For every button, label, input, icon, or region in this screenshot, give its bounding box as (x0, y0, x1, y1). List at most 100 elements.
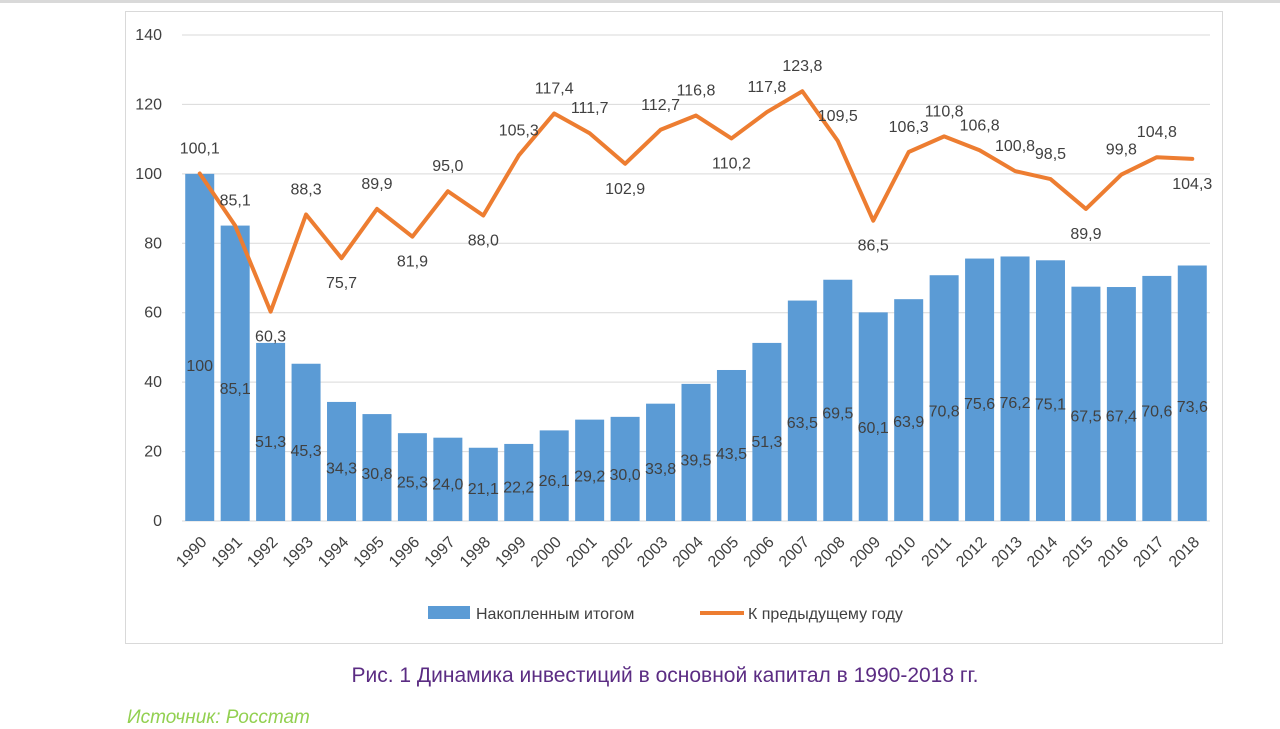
line-point (871, 219, 875, 223)
bar (787, 300, 817, 521)
figure-caption: Рис. 1 Динамика инвестиций в основной ка… (351, 664, 979, 687)
line-data-label: 86,5 (858, 238, 889, 255)
bar (1071, 286, 1101, 521)
line-data-label: 117,4 (535, 80, 574, 97)
x-tick-label: 1992 (244, 534, 281, 571)
bar-data-label: 51,3 (255, 434, 286, 451)
line-point (1048, 177, 1052, 181)
x-tick-label: 2012 (953, 534, 990, 571)
bar-data-label: 26,1 (539, 473, 570, 490)
bar-data-label: 51,3 (751, 434, 782, 451)
bar-data-label: 100 (186, 358, 213, 375)
line-point (907, 150, 911, 154)
line-point (765, 110, 769, 114)
x-tick-label: 1993 (280, 534, 317, 571)
line-data-label: 89,9 (1070, 226, 1101, 243)
bar-data-label: 25,3 (397, 474, 428, 491)
line-point (836, 139, 840, 143)
line-data-label: 105,3 (499, 122, 539, 139)
bar (716, 369, 746, 521)
bar-data-label: 43,5 (716, 446, 747, 463)
bar (433, 437, 463, 521)
bar-data-label: 85,1 (220, 381, 251, 398)
x-tick-label: 2003 (634, 534, 671, 571)
bar (397, 433, 427, 521)
y-tick-label: 100 (135, 166, 162, 183)
line-data-label: 110,2 (712, 155, 751, 172)
line-point (269, 310, 273, 314)
line-data-label: 104,8 (1137, 124, 1177, 141)
x-tick-label: 2014 (1024, 534, 1061, 571)
y-tick-label: 80 (144, 235, 162, 252)
legend-label-bars: Накопленным итогом (476, 606, 634, 623)
bar-data-label: 70,6 (1141, 404, 1172, 421)
x-tick-label: 1994 (315, 534, 352, 571)
bar-data-label: 34,3 (326, 460, 357, 477)
bar (1035, 260, 1065, 521)
line-point (375, 207, 379, 211)
bar-data-label: 24,0 (432, 477, 463, 494)
line-data-label: 75,7 (326, 275, 357, 292)
bar-data-label: 29,2 (574, 468, 605, 485)
bar-data-label: 75,6 (964, 396, 995, 413)
bar (1000, 256, 1030, 521)
x-tick-label: 2004 (670, 534, 707, 571)
x-tick-label: 2016 (1095, 534, 1132, 571)
line-data-label: 98,5 (1035, 146, 1066, 163)
line-point (233, 224, 237, 228)
bar-data-label: 30,8 (361, 466, 392, 483)
line-point (446, 189, 450, 193)
x-tick-label: 1995 (351, 534, 388, 571)
bar (504, 443, 534, 521)
bar-data-label: 76,2 (999, 395, 1030, 412)
bar-data-label: 73,6 (1177, 399, 1208, 416)
line-data-label: 111,7 (571, 100, 609, 117)
y-tick-label: 120 (135, 96, 162, 113)
line-point (800, 89, 804, 93)
x-tick-label: 2007 (776, 534, 813, 571)
x-tick-label: 2001 (563, 534, 600, 571)
line-point (552, 111, 556, 115)
y-tick-label: 60 (144, 305, 162, 322)
line-point (978, 148, 982, 152)
bar-data-label: 67,4 (1106, 409, 1137, 426)
x-tick-label: 2018 (1166, 534, 1203, 571)
bar (646, 403, 676, 521)
y-tick-label: 140 (135, 27, 162, 44)
bar (894, 299, 924, 521)
x-tick-label: 1996 (386, 534, 423, 571)
bar (610, 416, 640, 521)
line-data-label: 81,9 (397, 254, 428, 271)
line-point (198, 172, 202, 176)
top-rule (0, 0, 1280, 3)
bar (823, 279, 853, 521)
line-point (517, 153, 521, 157)
y-tick-label: 20 (144, 444, 162, 461)
line-point (340, 256, 344, 260)
bar (858, 312, 888, 521)
source-note: Источник: Росстат (127, 707, 310, 728)
x-tick-label: 1990 (173, 534, 210, 571)
x-tick-label: 2013 (989, 534, 1026, 571)
y-tick-label: 0 (153, 513, 162, 530)
line-data-label: 60,3 (255, 329, 286, 346)
bar (965, 258, 995, 521)
line-data-label: 110,8 (925, 103, 964, 120)
line-data-label: 88,0 (468, 233, 499, 250)
line-point (481, 214, 485, 218)
line-data-label: 116,8 (677, 83, 716, 100)
line-data-label: 104,3 (1172, 176, 1212, 193)
line-data-label: 106,8 (960, 117, 1000, 134)
line-data-label: 106,3 (889, 119, 929, 136)
x-tick-label: 2005 (705, 534, 742, 571)
bar-data-label: 75,1 (1035, 397, 1066, 414)
bar (1177, 265, 1207, 521)
x-tick-label: 2000 (528, 534, 565, 571)
line-point (694, 114, 698, 118)
x-tick-label: 1998 (457, 534, 494, 571)
x-tick-label: 1997 (422, 534, 459, 571)
bar-data-label: 39,5 (680, 452, 711, 469)
bar (539, 430, 569, 521)
line-data-label: 89,9 (361, 176, 392, 193)
